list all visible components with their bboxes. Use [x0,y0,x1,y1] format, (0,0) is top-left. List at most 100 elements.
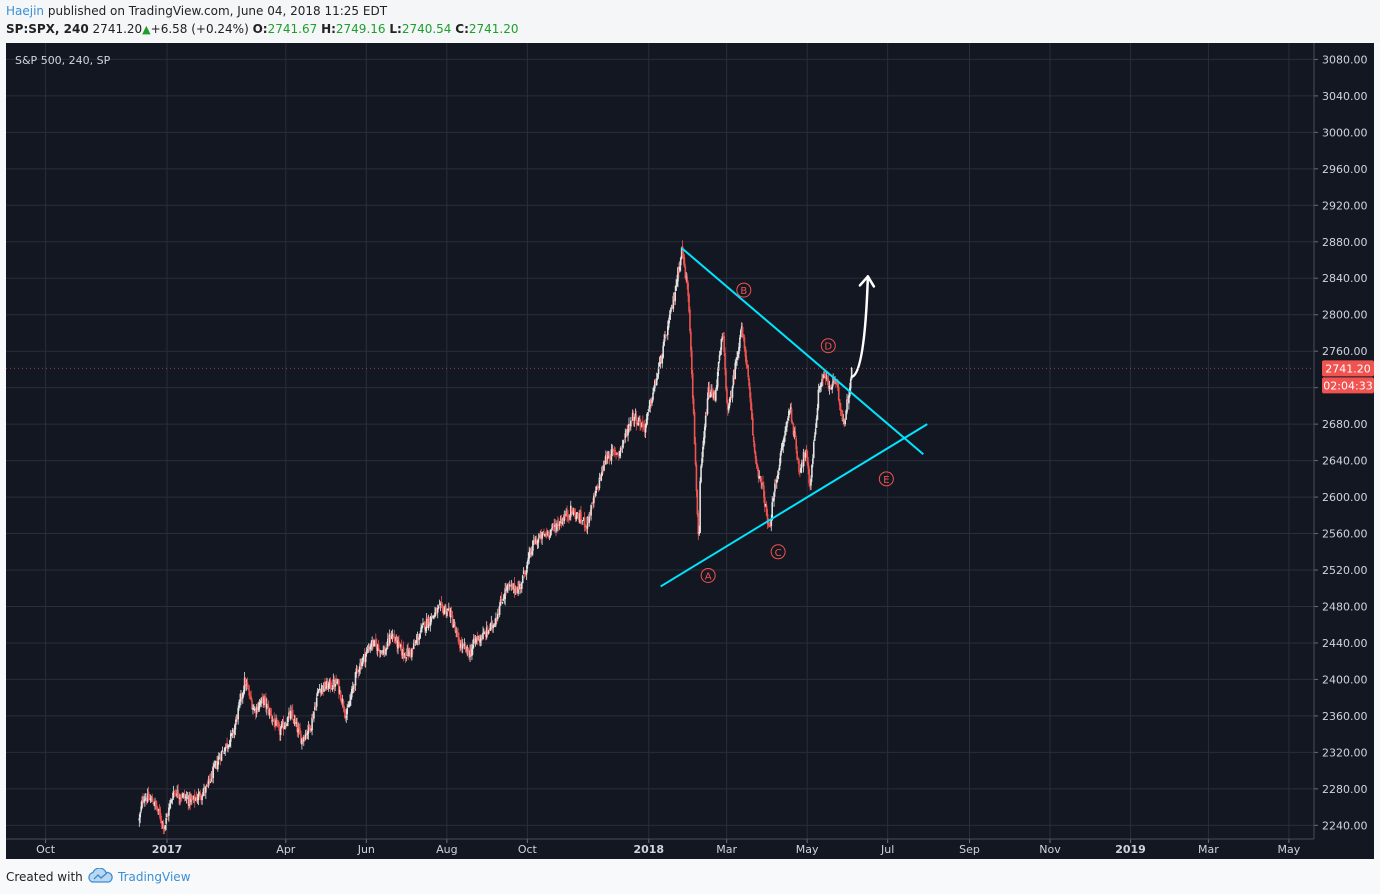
candle-body [467,647,470,654]
candle-body [845,410,847,420]
candle-body [798,460,800,472]
candle-body [401,649,404,656]
candle-body [141,800,143,808]
candle-body [388,634,391,644]
y-tick-label: 2360.00 [1322,710,1368,723]
y-tick-label: 2400.00 [1322,673,1368,686]
candle-body [304,733,307,740]
candle-body [652,392,654,400]
candle-body [150,798,153,800]
candle-body [844,420,846,425]
candle-body [739,337,741,348]
candle-body [229,740,231,747]
candle-body [554,524,556,528]
candle-body [427,618,430,629]
candle-body [514,588,517,594]
candle-body [484,632,487,637]
change-text: +6.58 (+0.24%) [150,22,249,36]
candle-body [160,820,163,824]
candle-body [677,267,679,282]
candle-body [832,377,834,383]
candle-body [772,499,774,501]
candle-body [369,646,372,650]
wave-label-circle [820,338,836,354]
candle-body [775,481,777,485]
candle-body [620,447,623,448]
candle-body [297,728,300,733]
candle-body [557,522,559,523]
tradingview-link[interactable]: TradingView [118,870,191,884]
candle-body [800,462,803,468]
candle-body [394,640,397,642]
candle-body [339,691,342,701]
candle-body [749,386,751,398]
candle-body [527,557,530,562]
candle-body [826,378,829,381]
candle-body [555,526,557,531]
candle-body [836,383,839,388]
candle-body [439,603,442,605]
candle-body [387,637,390,644]
lower-trendline[interactable] [660,423,928,588]
chart-area[interactable]: 2240.00 2280.00 2320.00 2360.00 2400.00 2440.… [6,43,1374,859]
candle-body [413,644,416,646]
candle-body [359,663,361,670]
candle-body [324,681,326,689]
candle-body [604,462,606,465]
candle-body [321,685,324,690]
wave-label-c: C [775,548,782,559]
candle-body [656,373,659,378]
candle-body [819,385,822,390]
candle-body [685,276,688,278]
candle-body [512,583,515,589]
candle-body [698,531,701,535]
candle-body [180,796,182,798]
candle-body [290,709,293,712]
candle-body [147,791,150,800]
candle-body [488,629,491,631]
candle-body [429,622,432,627]
candle-body [146,793,149,802]
y-tick-label: 3080.00 [1322,53,1368,66]
candle-body [551,524,554,529]
candle-body [736,357,738,360]
candle-body [542,533,544,535]
candle-body [619,447,622,453]
candle-body [694,442,697,465]
candle-body [431,615,433,618]
candle-body [391,634,394,637]
candle-body [592,501,594,504]
candle-body [642,425,645,427]
author-link[interactable]: Haejin [6,4,45,18]
candle-body [448,608,450,610]
candle-body [509,586,512,587]
candle-body [841,410,844,421]
candle-body [280,724,283,728]
candle-body [445,607,447,615]
candle-body [319,690,322,694]
candle-body [328,680,331,685]
candle-body [392,636,395,637]
candle-body [241,693,243,698]
candle-body [533,540,535,542]
upper-trendline[interactable] [681,247,924,455]
projection-arrow[interactable] [850,275,870,378]
candle-body [607,455,610,458]
price-chart[interactable]: 2240.00 2280.00 2320.00 2360.00 2400.00 2440.… [6,43,1374,859]
candle-body [254,709,257,714]
candle-body [342,700,345,709]
candle-body [241,693,244,699]
candle-body [302,737,304,741]
candle-body [271,719,274,721]
candle-body [572,510,575,515]
candle-body [193,794,196,802]
y-tick-label: 3000.00 [1322,126,1368,139]
candle-body [266,704,269,706]
candle-body [802,452,805,467]
candle-body [468,653,470,659]
candle-body [522,570,525,575]
candle-body [712,393,714,397]
candle-body [765,505,768,516]
candle-body [785,426,787,431]
candle-body [706,398,709,415]
